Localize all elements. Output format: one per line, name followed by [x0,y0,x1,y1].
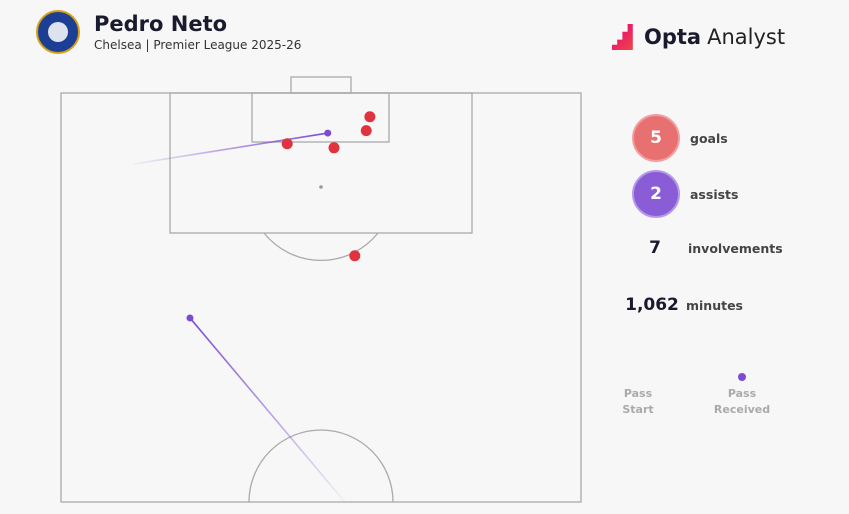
penalty-area [169,92,473,234]
assist-pass-received-dot [186,314,194,322]
goals-count: 5 [632,114,680,162]
subtitle: Chelsea | Premier League 2025-26 [94,38,302,52]
goal-shot-dot [328,142,340,154]
legend-start: Pass Start [622,387,654,416]
stat-assists: 2 assists [632,170,738,218]
pitch-lines [60,76,582,503]
goal-shot-dot [349,250,361,262]
club-crest [36,10,80,54]
legend-pass-dot [738,373,746,381]
goal [290,76,352,94]
assist-pass-line [132,132,328,165]
stat-involvements: 7 involvements [632,238,783,258]
legend-end: Pass Received [713,387,771,416]
stat-goals: 5 goals [632,114,728,162]
logo-text-bold: Opta [644,25,702,49]
assist-pass-line [189,317,346,503]
assists-count: 2 [632,170,680,218]
involvements-count: 7 [649,238,661,258]
penalty-spot [319,185,323,189]
assist-pass-received-dot [324,129,332,137]
logo-text-light: Analyst [707,25,786,49]
centre-circle [248,429,394,503]
player-name: Pedro Neto [94,12,228,36]
penalty-arc [263,232,379,261]
goal-shot-dot [364,111,376,123]
stat-minutes: 1,062 minutes [624,295,743,315]
minutes-label: minutes [686,297,744,313]
assists-label: assists [690,186,739,202]
involvements-label: involvements [688,240,783,256]
minutes-count: 1,062 [625,295,679,315]
opta-analyst-logo: Opta Analyst [612,24,785,50]
pitch-outline [60,92,582,503]
goals-label: goals [690,130,728,146]
goal-shot-dot [281,138,293,150]
goal-shot-dot [360,125,372,137]
